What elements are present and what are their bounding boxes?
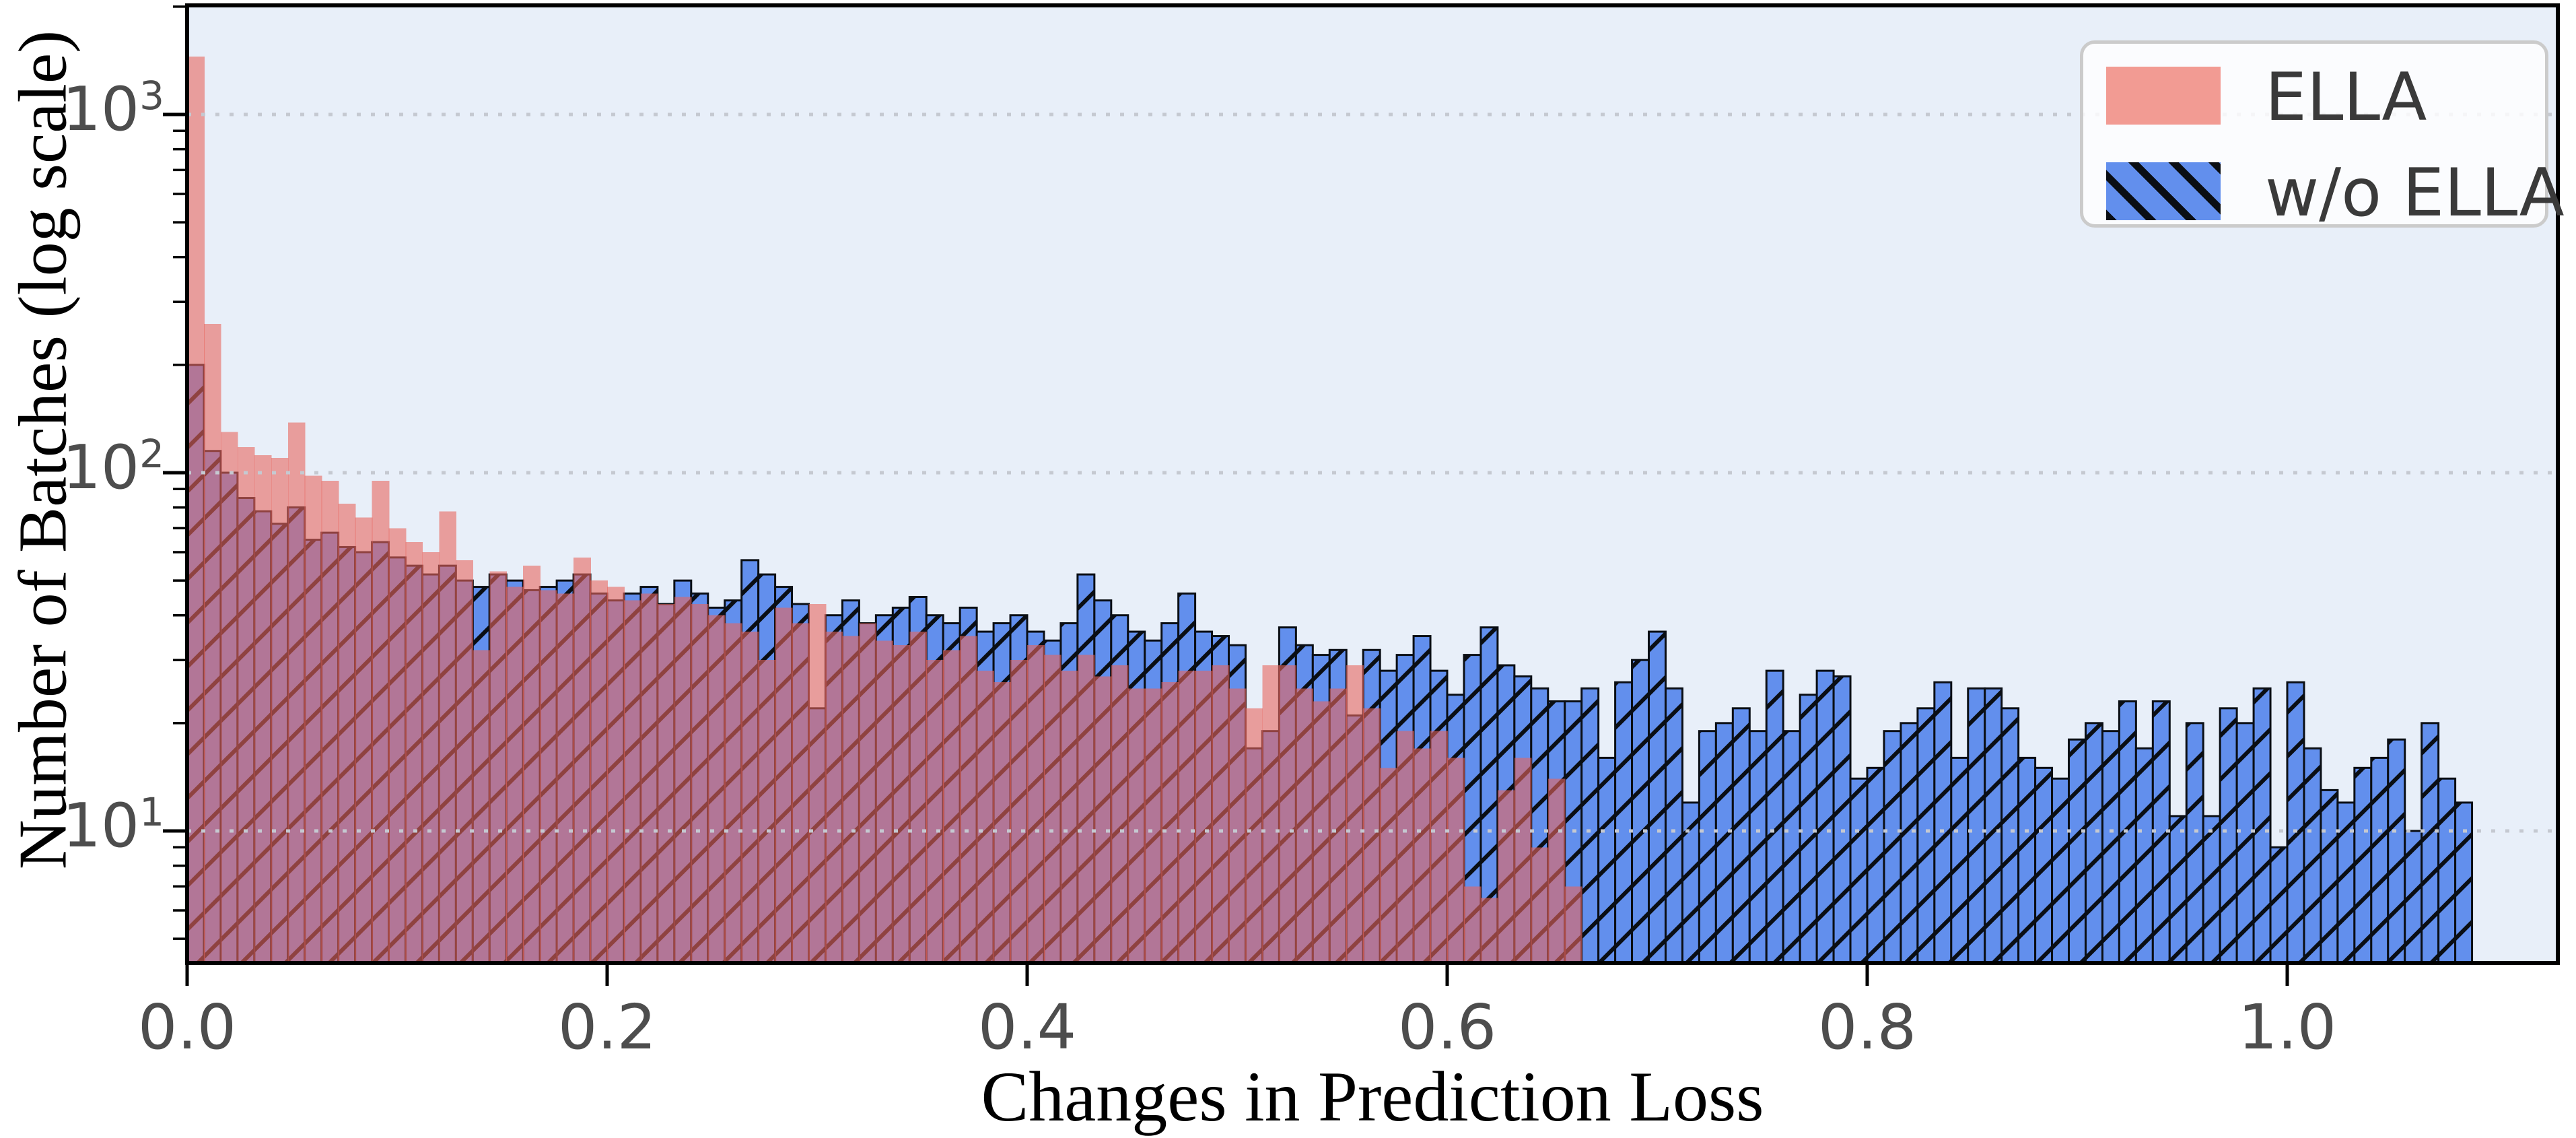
x-tick-label-1.0: 1.0 bbox=[2237, 991, 2337, 1063]
x-tick-label-0.8: 0.8 bbox=[1817, 991, 1917, 1063]
legend-entry-wo-ella: w/o ELLA bbox=[2083, 160, 2565, 226]
y-tick-label-10e2: 102 bbox=[62, 431, 164, 503]
wo-ella-swatch-icon bbox=[2106, 162, 2221, 220]
legend: ELLA w/o ELLA bbox=[2080, 40, 2565, 228]
legend-label-wo-ella: w/o ELLA bbox=[2265, 155, 2565, 232]
legend-entry-ella: ELLA bbox=[2083, 59, 2545, 136]
x-tick-label-0.4: 0.4 bbox=[977, 991, 1077, 1063]
x-tick-label-0.0: 0.0 bbox=[137, 991, 237, 1063]
x-tick-label-0.2: 0.2 bbox=[557, 991, 657, 1063]
legend-label-ella: ELLA bbox=[2265, 59, 2427, 136]
x-tick-label-0.6: 0.6 bbox=[1397, 991, 1497, 1063]
ella-swatch-icon bbox=[2106, 67, 2221, 125]
x-axis-label: Changes in Prediction Loss bbox=[981, 1057, 1764, 1136]
y-tick-label-10e3: 103 bbox=[62, 73, 164, 145]
y-tick-label-10e1: 101 bbox=[62, 789, 164, 861]
